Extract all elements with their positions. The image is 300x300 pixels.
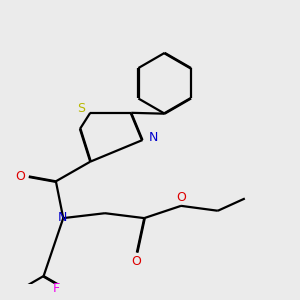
Text: S: S [77, 102, 86, 116]
Text: F: F [53, 282, 60, 295]
Text: O: O [15, 170, 25, 183]
Text: O: O [176, 190, 186, 203]
Text: N: N [58, 211, 67, 224]
Text: N: N [148, 131, 158, 144]
Text: O: O [131, 255, 141, 268]
